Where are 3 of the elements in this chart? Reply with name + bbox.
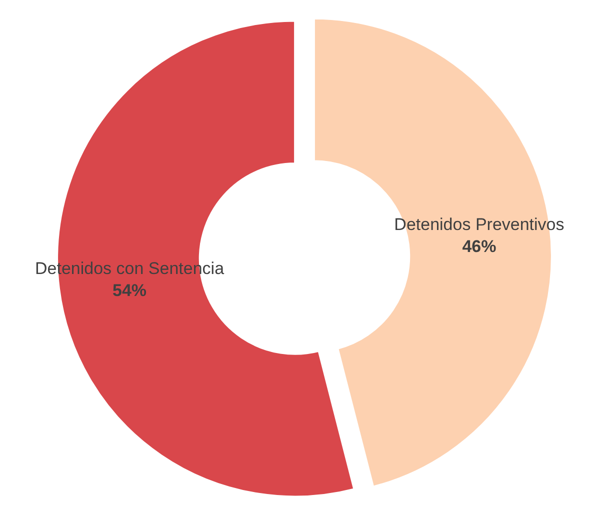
data-label: 46% xyxy=(462,236,496,256)
data-label: 54% xyxy=(112,281,147,300)
slice-label: Detenidos Preventivos xyxy=(394,214,564,234)
